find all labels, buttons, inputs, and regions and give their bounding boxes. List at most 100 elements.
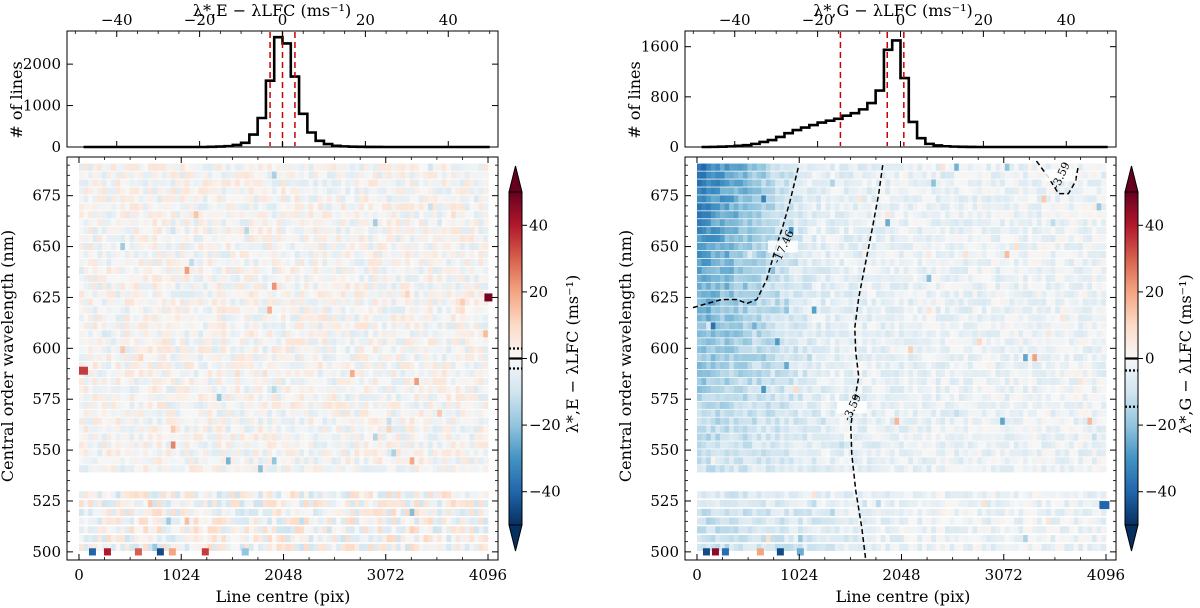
heatmap-cell: [451, 457, 457, 465]
heatmap-cell: [871, 171, 877, 179]
heatmap-cell: [170, 543, 176, 551]
heatmap-cell: [134, 517, 140, 525]
heatmap-cell: [395, 526, 401, 534]
heatmap-cell: [244, 346, 250, 354]
heatmap-row: [78, 211, 489, 219]
heatmap-cell: [161, 242, 167, 251]
heatmap-cell: [147, 393, 153, 401]
heatmap-cell: [299, 179, 305, 187]
heatmap-cell: [92, 282, 98, 290]
heatmap-cell: [152, 235, 158, 243]
heatmap-cell: [414, 219, 420, 227]
heatmap-cell: [432, 543, 438, 551]
heatmap-cell: [405, 500, 411, 508]
heatmap-cell: [193, 179, 199, 187]
heatmap-cell: [207, 195, 213, 203]
heatmap-cell: [432, 449, 438, 457]
heatmap-cell: [382, 449, 388, 457]
heatmap-cell: [138, 219, 144, 227]
heatmap-cell: [395, 385, 401, 394]
heatmap-cell: [386, 346, 392, 354]
heatmap-cell: [92, 417, 98, 425]
heatmap-cell: [138, 465, 144, 473]
heatmap-cell: [170, 433, 176, 441]
heatmap-cell: [414, 298, 420, 306]
heatmap-cell: [469, 369, 475, 378]
heatmap-cell: [157, 250, 163, 259]
heatmap-cell: [441, 433, 447, 441]
heatmap-cell: [198, 441, 204, 449]
heatmap-cell: [400, 290, 406, 298]
heatmap-cell: [423, 526, 429, 534]
heatmap-cell: [106, 409, 112, 417]
heatmap-cell: [239, 290, 245, 298]
heatmap-cell: [345, 401, 351, 409]
heatmap-cell: [455, 282, 461, 290]
heatmap-cell: [811, 203, 817, 211]
heatmap-cell: [423, 517, 429, 525]
heatmap-cell: [253, 306, 259, 314]
heatmap-cell: [166, 306, 172, 314]
heatmap-cell: [281, 179, 287, 187]
heatmap-cell: [248, 314, 254, 322]
heatmap-cell: [184, 543, 190, 551]
heatmap-cell: [322, 491, 328, 499]
heatmap-cell: [428, 163, 434, 171]
heatmap-cell: [363, 242, 369, 251]
heatmap-cell: [120, 322, 126, 330]
heatmap-cell: [455, 266, 461, 274]
heatmap-cell: [267, 274, 273, 282]
heatmap-cell: [134, 290, 140, 298]
heatmap-cell: [313, 362, 319, 370]
heatmap-cell: [995, 203, 1001, 211]
heatmap-cell: [968, 203, 973, 211]
heatmap-cell: [715, 171, 721, 179]
heatmap-cell: [230, 393, 236, 401]
heatmap-cell: [111, 385, 117, 394]
heatmap-cell: [101, 290, 107, 298]
heatmap-cell: [212, 543, 218, 551]
heatmap-cell: [336, 491, 342, 499]
heatmap-cell: [258, 441, 264, 449]
heatmap-cell: [474, 425, 480, 433]
heatmap-ytick-label: 575: [32, 390, 61, 408]
heatmap-cell: [258, 465, 264, 473]
heatmap-cell: [414, 290, 420, 298]
heatmap-cell: [115, 385, 121, 394]
heatmap-cell: [701, 163, 707, 171]
heatmap-cell: [253, 274, 259, 282]
heatmap-cell: [203, 508, 209, 516]
heatmap-cell: [189, 457, 195, 465]
heatmap-cell: [244, 179, 250, 187]
heatmap-cell: [138, 508, 144, 516]
heatmap-cell: [386, 266, 392, 274]
heatmap-cell: [147, 195, 153, 203]
heatmap-cell: [972, 163, 978, 171]
heatmap-cell: [271, 242, 277, 251]
heatmap-cell: [203, 433, 209, 441]
heatmap-cell: [198, 171, 204, 179]
heatmap-cell: [239, 346, 245, 354]
heatmap-cell: [377, 543, 383, 551]
heatmap-cell: [336, 425, 342, 433]
heatmap-cell: [487, 409, 489, 417]
heatmap-cell: [372, 258, 378, 267]
heatmap-cell: [166, 195, 172, 203]
heatmap-cell: [478, 517, 484, 525]
heatmap-cell: [271, 235, 277, 243]
heatmap-cell: [1046, 163, 1052, 171]
heatmap-cell: [111, 393, 117, 401]
heatmap-cell: [1078, 195, 1084, 203]
heatmap-cell: [742, 179, 748, 187]
heatmap-cell: [170, 354, 176, 362]
heatmap-cell: [258, 250, 264, 259]
heatmap-cell: [83, 195, 89, 203]
heatmap-cell: [111, 425, 117, 433]
heatmap-cell: [120, 266, 126, 274]
heatmap-cell: [285, 500, 291, 508]
heatmap-cell: [161, 298, 167, 306]
heatmap-cell: [308, 362, 314, 370]
heatmap-cell: [423, 298, 429, 306]
heatmap-cell: [922, 187, 928, 195]
heatmap-cell: [317, 362, 323, 370]
